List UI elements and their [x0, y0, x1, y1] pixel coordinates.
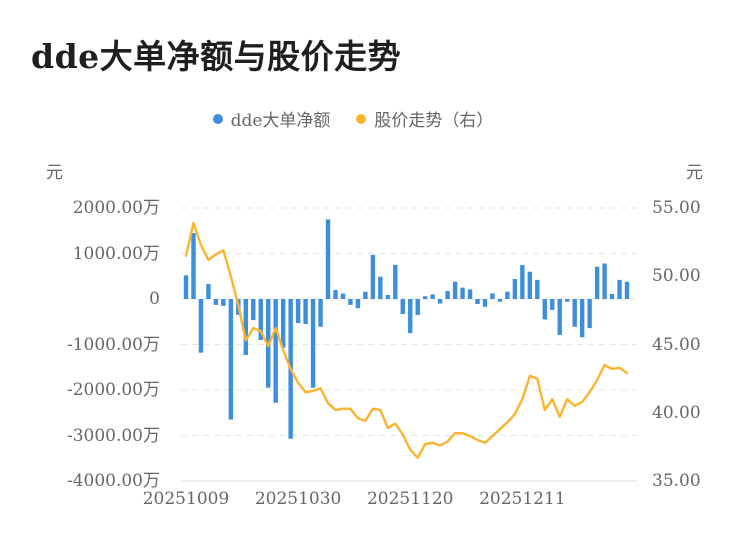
- bar-20251225: [594, 266, 600, 299]
- bar-20251103: [310, 299, 316, 388]
- right-axis-tick: 35.00: [652, 471, 701, 491]
- x-axis-tick: 20251120: [366, 489, 454, 509]
- right-axis-tick: 55.00: [652, 198, 701, 218]
- bar-20251208: [497, 299, 503, 302]
- bar-20251107: [340, 293, 346, 299]
- left-axis-tick: 1000.00万: [72, 243, 160, 264]
- bar-20251022: [251, 299, 256, 320]
- bar-20251028: [280, 299, 286, 348]
- bar-20251031: [303, 299, 308, 325]
- bar-20251112: [363, 291, 368, 299]
- bar-20251222: [572, 299, 577, 327]
- legend: dde大单净额 股价走势（右）: [0, 106, 728, 131]
- bar-20251010: [191, 233, 196, 299]
- legend-label: dde大单净额: [230, 111, 331, 131]
- bar-20251117: [385, 294, 391, 299]
- bar-20251013: [198, 299, 204, 353]
- legend-dot-icon: [212, 113, 223, 124]
- bar-20251223: [579, 299, 585, 338]
- bar-20251202: [467, 289, 473, 299]
- bar-20251124: [422, 296, 428, 299]
- bar-20251023: [258, 299, 263, 340]
- bar-20251104: [318, 299, 323, 327]
- right-axis-tick: 40.00: [652, 402, 701, 423]
- bar-20251014: [206, 283, 211, 299]
- bar-20251126: [437, 299, 443, 304]
- bar-20251110: [348, 299, 353, 305]
- price-line: [184, 221, 629, 459]
- bar-20251209: [505, 291, 510, 299]
- right-axis-unit: 元: [686, 163, 703, 183]
- bar-20251201: [460, 287, 465, 299]
- bar-20251216: [542, 299, 547, 320]
- bar-20251114: [378, 276, 383, 299]
- bar-20251218: [557, 299, 562, 335]
- bar-20251229: [609, 293, 615, 299]
- x-axis-tick: 20251009: [142, 489, 230, 509]
- bar-20251210: [512, 278, 518, 299]
- left-axis-tick: -3000.00万: [66, 425, 160, 446]
- bar-20251212: [527, 271, 533, 299]
- bar-20251030: [295, 299, 301, 324]
- legend-item-1[interactable]: 股价走势（右）: [356, 106, 493, 131]
- bar-20251027: [273, 299, 278, 403]
- bar-20251017: [228, 299, 234, 420]
- bar-20251113: [370, 254, 376, 299]
- bar-20251016: [221, 299, 226, 306]
- left-axis-tick: -2000.00万: [66, 380, 160, 400]
- bar-20251106: [333, 289, 338, 299]
- x-axis-tick: 20251211: [479, 489, 566, 509]
- right-axis-tick: 45.00: [652, 334, 701, 355]
- bar-20251125: [430, 294, 435, 299]
- bar-20251120: [408, 299, 413, 334]
- bar-20251217: [550, 299, 555, 310]
- left-axis-tick: 0: [149, 289, 160, 309]
- left-axis-tick: -1000.00万: [66, 334, 160, 355]
- x-axis-tick: 20251030: [254, 489, 342, 509]
- bar-20251215: [535, 279, 540, 299]
- bar-20251015: [213, 299, 219, 305]
- bar-20251111: [355, 299, 361, 309]
- bar-20251127: [445, 291, 450, 299]
- bar-20251205: [490, 293, 495, 299]
- bar-20251224: [587, 299, 592, 329]
- legend-label: 股价走势（右）: [374, 111, 494, 131]
- bar-20251211: [520, 265, 525, 299]
- left-axis-tick: 2000.00万: [72, 198, 160, 218]
- left-axis-tick: -4000.00万: [66, 471, 160, 491]
- bar-20251204: [482, 299, 488, 307]
- bar-20251128: [452, 281, 458, 299]
- bar-20251231: [624, 281, 630, 299]
- bar-20251230: [617, 279, 622, 299]
- bar-20251219: [565, 299, 570, 302]
- bar-20251226: [602, 263, 607, 299]
- legend-item-0[interactable]: dde大单净额: [212, 106, 331, 131]
- bar-20251105: [325, 219, 331, 299]
- bar-20251203: [475, 299, 480, 305]
- bar-20251021: [243, 299, 248, 355]
- bar-20251009: [183, 275, 189, 299]
- left-axis-unit: 元: [46, 163, 63, 183]
- chart-title: dde大单净额与股价走势: [31, 37, 402, 76]
- bar-20251119: [400, 299, 405, 315]
- right-axis-tick: 50.00: [652, 266, 701, 287]
- bar-20251121: [415, 299, 420, 315]
- legend-dot-icon: [356, 113, 367, 124]
- bar-20251118: [393, 264, 398, 299]
